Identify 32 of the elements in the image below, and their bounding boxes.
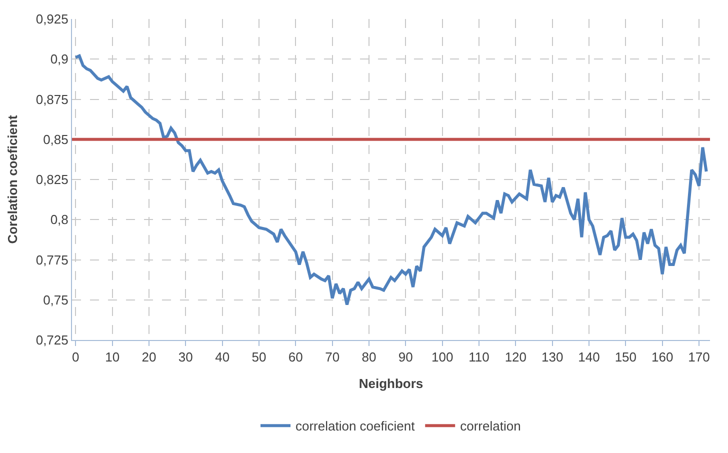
x-axis-title: Neighbors [358,376,424,392]
x-tick-label: 110 [468,350,490,365]
x-tick-label: 150 [614,350,637,365]
x-tick-label: 20 [142,350,156,365]
x-tick-label: 140 [578,350,600,365]
x-tick-label: 90 [398,350,413,365]
legend-label: correlation coeficient [296,418,416,434]
y-tick-label: 0,875 [36,92,68,107]
y-tick-label: 0,775 [36,252,68,268]
y-tick-label: 0,9 [50,52,68,67]
y-tick-label: 0,825 [36,172,68,188]
legend-label: correlation [460,418,521,434]
x-tick-label: 80 [362,350,376,365]
y-tick-label: 0,75 [43,292,68,308]
x-tick-label: 40 [215,350,230,365]
y-tick-label: 0,725 [36,332,68,348]
x-tick-label: 0 [72,350,80,365]
x-tick-label: 160 [651,350,674,365]
y-tick-label: 0,8 [50,212,68,228]
x-tick-label: 120 [504,350,527,365]
y-tick-label: 0,925 [36,12,68,27]
x-tick-label: 10 [105,350,120,365]
x-tick-label: 100 [431,350,454,365]
x-tick-label: 130 [541,350,564,365]
x-tick-label: 50 [252,350,266,365]
line-series [74,54,708,306]
x-tick-label: 70 [325,350,340,365]
x-tick-label: 30 [178,350,193,365]
x-tick-label: 170 [688,350,710,365]
x-tick-label: 60 [288,350,303,365]
y-axis-title: Corelation coeficient [4,114,20,244]
y-tick-label: 0,85 [43,132,68,147]
